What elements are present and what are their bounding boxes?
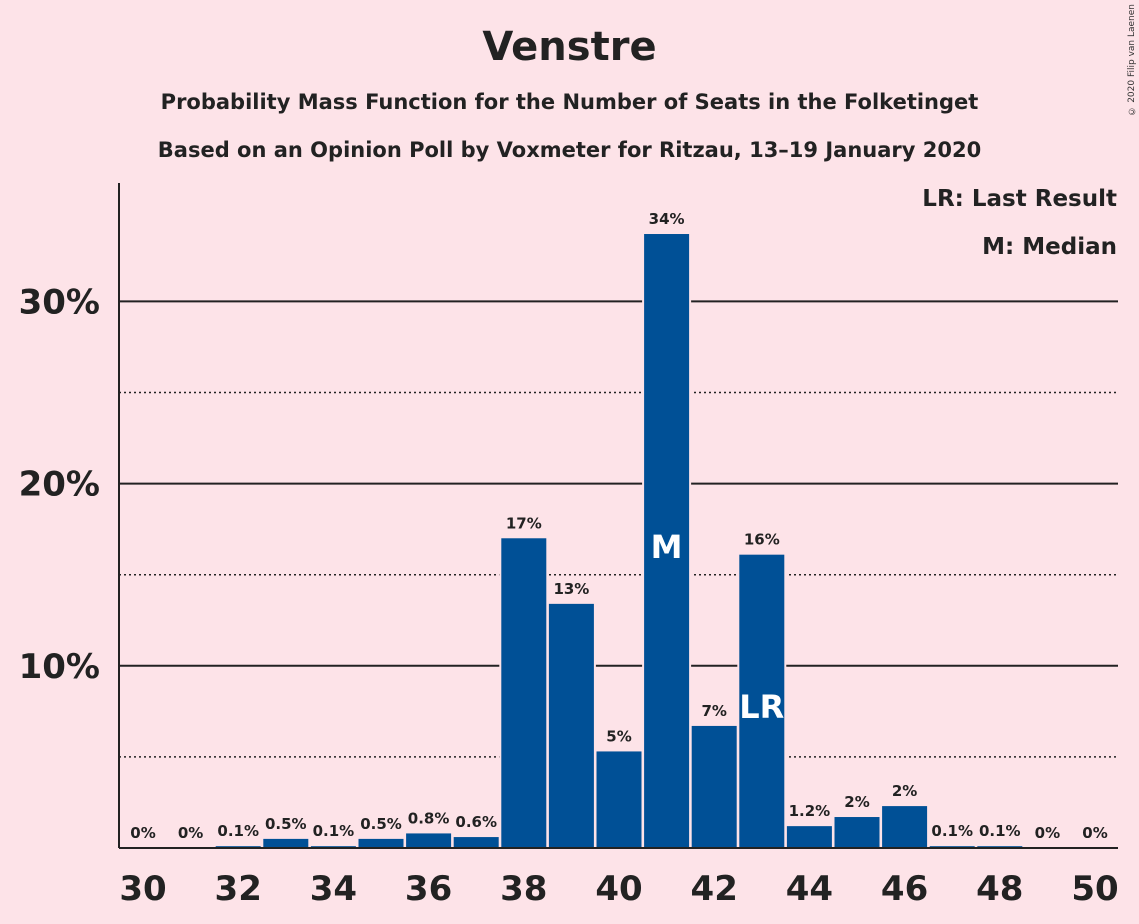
bar-value-label: 5% — [606, 727, 631, 745]
bar-value-label: 0.1% — [931, 822, 973, 840]
bar — [548, 603, 594, 848]
bar — [596, 751, 642, 848]
bar-value-label: 0.5% — [360, 815, 402, 833]
chart-subtitle-source: Based on an Opinion Poll by Voxmeter for… — [157, 138, 982, 162]
y-tick-label: 10% — [19, 647, 100, 687]
x-tick-label: 30 — [119, 869, 166, 909]
bar — [882, 806, 928, 848]
x-tick-label: 50 — [1071, 869, 1118, 909]
x-tick-label: 42 — [691, 869, 738, 909]
bar — [263, 838, 309, 848]
chart-title: Venstre — [482, 24, 657, 70]
bar-value-label: 0% — [1035, 824, 1060, 842]
x-tick-label: 32 — [215, 869, 262, 909]
bar-gap — [308, 844, 358, 848]
bar — [739, 554, 785, 848]
bar-value-label: 2% — [844, 793, 869, 811]
bar-value-label: 0% — [178, 824, 203, 842]
bar-value-label: 0.1% — [313, 822, 355, 840]
bar-gap — [927, 844, 977, 848]
median-marker: M — [651, 528, 683, 566]
x-tick-label: 40 — [595, 869, 642, 909]
legend-last-result: LR: Last Result — [922, 186, 1117, 212]
x-tick-label: 36 — [405, 869, 452, 909]
legend-median: M: Median — [982, 234, 1117, 260]
bar-value-label: 0% — [130, 824, 155, 842]
y-tick-label: 30% — [19, 282, 100, 322]
bar-gap — [213, 844, 263, 848]
bar-value-label: 0.1% — [979, 822, 1021, 840]
bar — [501, 538, 547, 848]
last-result-marker: LR — [739, 688, 784, 726]
bar — [691, 725, 737, 848]
bar — [834, 817, 880, 848]
bar-value-label: 7% — [701, 702, 726, 720]
bar — [453, 837, 499, 848]
x-tick-label: 48 — [976, 869, 1023, 909]
bar-value-label: 13% — [553, 580, 589, 598]
bar — [644, 234, 690, 849]
bar — [358, 838, 404, 848]
bar-value-label: 0.5% — [265, 815, 307, 833]
bar — [406, 833, 452, 848]
bar-gap — [975, 844, 1025, 848]
x-tick-label: 34 — [310, 869, 357, 909]
bar-value-label: 0.8% — [408, 809, 450, 827]
y-tick-label: 20% — [19, 465, 100, 505]
bar-value-label: 0.6% — [455, 813, 497, 831]
bar-value-label: 16% — [744, 531, 780, 549]
bar-value-label: 1.2% — [789, 802, 831, 820]
chart-subtitle: Probability Mass Function for the Number… — [160, 90, 979, 114]
bar-value-label: 34% — [649, 210, 685, 228]
x-tick-label: 38 — [500, 869, 547, 909]
x-tick-label: 44 — [786, 869, 833, 909]
bar-value-label: 0% — [1082, 824, 1107, 842]
bar-value-label: 0.1% — [217, 822, 259, 840]
bar-value-label: 2% — [892, 782, 917, 800]
bar-value-label: 17% — [506, 514, 542, 532]
x-tick-label: 46 — [881, 869, 928, 909]
bar — [786, 826, 832, 848]
